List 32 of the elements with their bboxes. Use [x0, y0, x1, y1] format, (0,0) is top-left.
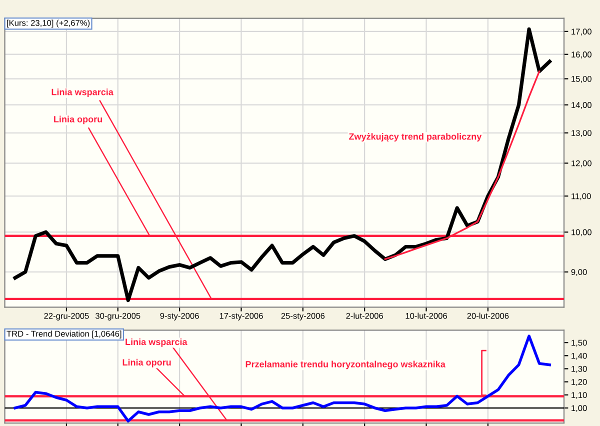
x-tick-label: 20-lut-2006: [467, 312, 509, 319]
x-tick-label: 17-sty-2006: [220, 312, 263, 320]
y-tick-label: 11,00: [572, 193, 591, 200]
y-tick-label: 10,00: [572, 229, 592, 236]
y-tick-label: 15,00: [572, 76, 592, 83]
y-tick-label: 13,00: [572, 130, 592, 137]
x-tick-label: 10-lut-2006: [406, 312, 447, 319]
ref-line-label: Linia wsparcia: [52, 88, 114, 98]
chart-title: [Kurs: 23,10] (+2,67%): [7, 20, 90, 28]
y-tick-label: 16,00: [572, 52, 592, 58]
y-tick-label: 1,10: [572, 392, 587, 399]
y-tick-label: 1,40: [572, 352, 587, 360]
x-tick-label: 9-sty-2006: [160, 312, 199, 320]
chart-title: TRD - Trend Deviation [1,0646]: [6, 330, 122, 338]
x-tick-label: 25-sty-2006: [281, 312, 325, 320]
y-tick-label: 1,50: [572, 340, 587, 347]
y-tick-label: 1,20: [572, 379, 587, 386]
line-series: [13, 27, 552, 302]
ref-line-label: Linia oporu: [122, 358, 171, 368]
x-tick-label: 2-lut-2006: [346, 312, 383, 319]
x-tick-label: 22-gru-2005: [44, 312, 89, 320]
annotation: Przelamanie trendu horyzontalnego wskaznika: [246, 360, 446, 370]
annotation: Zwyżkujący trend paraboliczny: [348, 133, 482, 142]
y-tick-label: 14,00: [572, 102, 592, 109]
y-tick-label: 12,00: [572, 160, 592, 168]
y-tick-label: 1,00: [572, 405, 587, 412]
y-tick-label: 17,00: [572, 28, 592, 36]
y-tick-label: 9,00: [571, 269, 587, 276]
ref-line-label: Linia oporu: [54, 116, 102, 124]
ref-line-label: Linia wsparcia: [126, 338, 188, 347]
x-tick-label: 30-gru-2005: [95, 312, 140, 320]
y-tick-label: 1,30: [572, 366, 587, 373]
